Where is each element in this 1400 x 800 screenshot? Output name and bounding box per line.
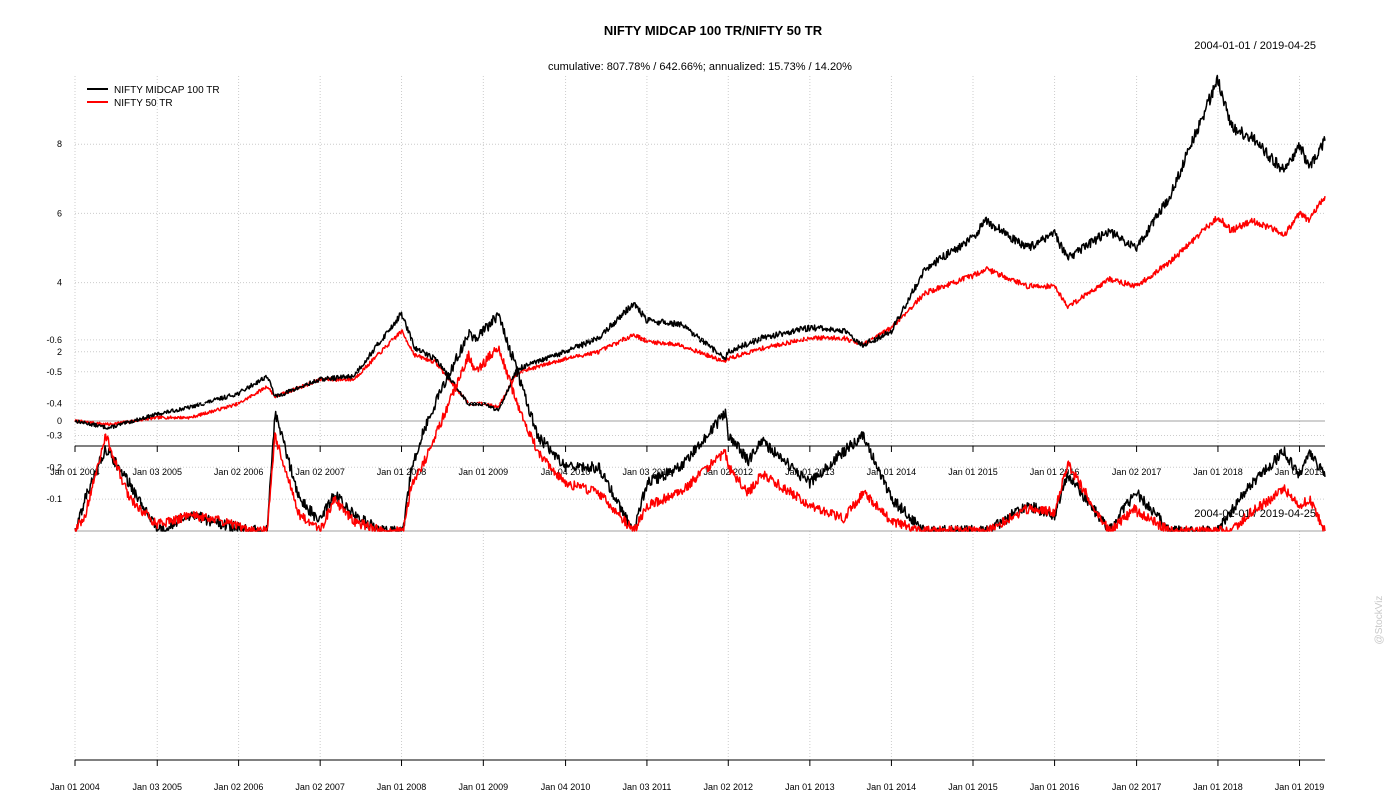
bottom-y-tick-label: -0.3: [46, 430, 62, 440]
bottom-x-tick-label: Jan 01 2018: [1193, 782, 1243, 792]
top-x-tick-label: Jan 02 2006: [214, 467, 264, 477]
top-x-tick-label: Jan 03 2011: [622, 467, 671, 477]
chart-title: NIFTY MIDCAP 100 TR/NIFTY 50 TR: [604, 23, 823, 38]
top-x-tick-label: Jan 01 2013: [785, 467, 835, 477]
top-series-midcap-line: [74, 74, 1326, 430]
bottom-x-tick-label: Jan 03 2005: [132, 782, 182, 792]
bottom-series-midcap-line: [74, 312, 1326, 532]
bottom-grid: [74, 339, 1325, 760]
top-x-tick-label: Jan 01 2015: [948, 467, 998, 477]
bottom-x-tick-label: Jan 02 2017: [1112, 782, 1162, 792]
bottom-x-tick-label: Jan 01 2013: [785, 782, 835, 792]
watermark: @StockViz: [1374, 596, 1385, 645]
top-x-tick-label: Jan 03 2005: [132, 467, 182, 477]
top-y-tick-label: 6: [57, 208, 62, 218]
bottom-y-tick-label: -0.5: [46, 367, 62, 377]
bottom-x-tick-label: Jan 01 2009: [459, 782, 509, 792]
bottom-x-tick-label: Jan 01 2015: [948, 782, 998, 792]
top-x-tick-label: Jan 01 2018: [1193, 467, 1243, 477]
chart-subtitle: cumulative: 807.78% / 642.66%; annualize…: [548, 61, 852, 73]
bottom-x-tick-label: Jan 04 2010: [541, 782, 591, 792]
bottom-y-tick-label: -0.1: [46, 494, 62, 504]
top-y-ticks: 0 2 4 6 8: [57, 139, 62, 426]
legend-label-nifty50: NIFTY 50 TR: [114, 98, 173, 109]
bottom-x-tick-label: Jan 02 2012: [703, 782, 753, 792]
bottom-x-tick-label: Jan 02 2006: [214, 782, 264, 792]
bottom-y-tick-label: -0.4: [46, 399, 62, 409]
bottom-x-tick-label: Jan 03 2011: [622, 782, 671, 792]
top-x-tick-label: Jan 01 2009: [459, 467, 509, 477]
bottom-series-group: [74, 312, 1326, 532]
bottom-x-tick-label: Jan 01 2004: [50, 782, 100, 792]
top-x-tick-label: Jan 01 2014: [867, 467, 917, 477]
bottom-y-ticks: -0.1 -0.2 -0.3 -0.4 -0.5 -0.6: [46, 335, 62, 504]
bottom-date-range: 2004-01-01 / 2019-04-25: [1194, 508, 1316, 520]
top-x-tick-label: Jan 02 2012: [703, 467, 753, 477]
bottom-x-tick-label: Jan 01 2014: [867, 782, 917, 792]
bottom-x-tick-label: Jan 01 2016: [1030, 782, 1080, 792]
top-series-nifty50-line: [74, 195, 1326, 427]
bottom-x-tick-label: Jan 02 2007: [295, 782, 345, 792]
top-x-ticks: Jan 01 2004 Jan 03 2005 Jan 02 2006 Jan 02 …: [50, 446, 1324, 477]
legend-label-midcap: NIFTY MIDCAP 100 TR: [114, 85, 220, 96]
bottom-series-nifty50-line: [74, 345, 1326, 532]
top-x-tick-label: Jan 02 2007: [295, 467, 345, 477]
top-date-range: 2004-01-01 / 2019-04-25: [1194, 40, 1316, 52]
top-x-tick-label: Jan 01 2004: [50, 467, 100, 477]
top-y-tick-label: 8: [57, 139, 62, 149]
top-y-tick-label: 2: [57, 347, 62, 357]
bottom-y-tick-label: -0.6: [46, 335, 62, 345]
top-y-tick-label: 4: [57, 278, 62, 288]
bottom-x-tick-label: Jan 01 2008: [377, 782, 427, 792]
bottom-x-tick-label: Jan 01 2019: [1275, 782, 1325, 792]
bottom-y-tick-label: -0.2: [46, 462, 62, 472]
top-x-tick-label: Jan 02 2017: [1112, 467, 1162, 477]
top-x-tick-label: Jan 01 2016: [1030, 467, 1080, 477]
legend: NIFTY MIDCAP 100 TR NIFTY 50 TR: [87, 85, 220, 109]
top-x-tick-label: Jan 01 2008: [377, 467, 427, 477]
bottom-x-ticks: Jan 01 2004 Jan 03 2005 Jan 02 2006 Jan 02 …: [50, 760, 1324, 792]
top-series-group: [74, 74, 1326, 430]
top-y-tick-label: 0: [57, 416, 62, 426]
